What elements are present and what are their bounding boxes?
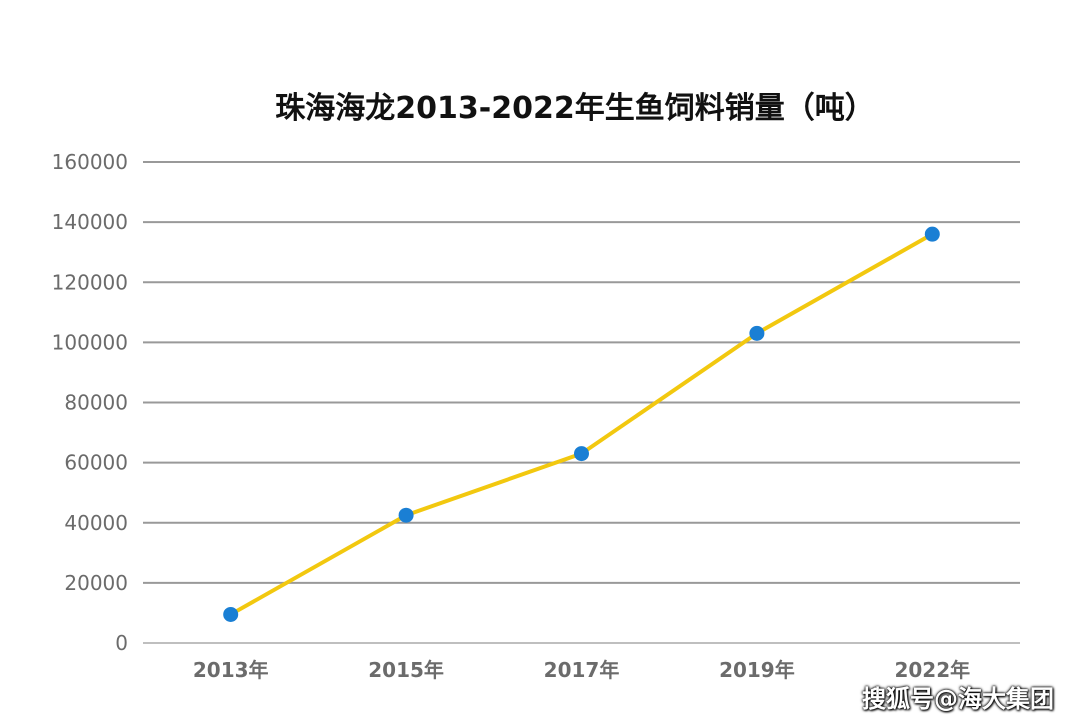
y-tick-label: 80000 xyxy=(64,391,128,415)
y-tick-label: 0 xyxy=(115,631,128,655)
y-tick-label: 160000 xyxy=(52,150,128,174)
y-tick-label: 40000 xyxy=(64,511,128,535)
y-axis-ticks: 0 20000 40000 60000 80000 100000 120000 140000 1… xyxy=(52,150,128,655)
data-point xyxy=(574,446,589,462)
watermark: 搜狐号@海大集团 xyxy=(862,685,1054,713)
series-line xyxy=(228,232,935,617)
data-point xyxy=(223,606,239,622)
x-tick-label: 2015年 xyxy=(368,658,444,682)
x-tick-label: 2017年 xyxy=(544,658,620,682)
series-layer xyxy=(223,226,940,622)
gridlines xyxy=(143,161,1020,644)
x-axis-ticks: 2013年 2015年 2017年 2019年 2022年 xyxy=(193,658,970,682)
y-tick-label: 140000 xyxy=(52,210,128,234)
y-tick-label: 20000 xyxy=(64,571,128,595)
x-tick-label: 2019年 xyxy=(719,658,795,682)
chart-title: 珠海海龙2013-2022年生鱼饲料销量（吨） xyxy=(275,91,874,126)
y-tick-label: 100000 xyxy=(52,330,128,354)
x-tick-label: 2013年 xyxy=(193,658,269,682)
y-tick-label: 60000 xyxy=(64,451,128,475)
y-tick-label: 120000 xyxy=(52,270,128,294)
x-tick-label: 2022年 xyxy=(894,658,970,682)
data-point xyxy=(749,325,765,341)
data-point xyxy=(924,226,940,242)
data-point xyxy=(398,507,414,523)
